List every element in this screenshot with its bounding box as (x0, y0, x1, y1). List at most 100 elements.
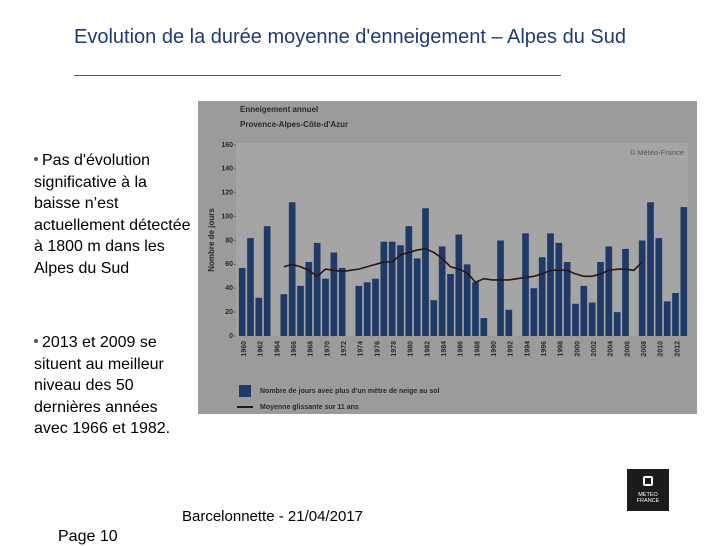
bar (497, 240, 504, 336)
bar (255, 297, 263, 336)
chart-subtitle: Provence-Alpes-Côte-d'Azur (240, 120, 348, 129)
x-tick-label: 1962 (258, 341, 265, 357)
bullet-text: Pas d'évolution significative à la baiss… (34, 152, 191, 277)
x-tick-label: 1992 (508, 341, 515, 357)
logo-text: METEO (638, 492, 658, 498)
bar (505, 309, 513, 336)
x-tick-label: 1966 (291, 341, 298, 357)
bar (397, 245, 404, 336)
bar (388, 241, 396, 336)
logo-icon (643, 476, 653, 486)
bar (572, 303, 579, 336)
bar (597, 261, 604, 336)
bar (538, 257, 546, 336)
x-tick-label: 1988 (474, 341, 481, 357)
bar (622, 248, 629, 336)
bar (288, 202, 296, 336)
bar (438, 246, 446, 336)
y-tick-label: 60 (225, 261, 233, 268)
bar (263, 226, 271, 336)
bar (455, 234, 463, 336)
x-tick-label: 1960 (241, 341, 248, 357)
bar (422, 208, 429, 336)
bar (297, 285, 304, 336)
bar (322, 278, 329, 336)
x-tick-label: 1982 (424, 341, 431, 357)
x-tick-label: 1968 (308, 341, 315, 357)
bar (638, 240, 646, 336)
x-tick-label: 2010 (658, 341, 665, 357)
bar (522, 233, 529, 336)
bar (363, 282, 371, 336)
bullet: Pas d'évolution significative à la baiss… (34, 150, 194, 279)
bar (405, 226, 413, 336)
x-tick-label: 1970 (324, 341, 331, 357)
x-tick-label: 1990 (491, 341, 498, 357)
bullet: 2013 et 2009 se situent au meilleur nive… (34, 332, 194, 440)
bar (247, 238, 254, 336)
x-tick-label: 1964 (274, 341, 281, 357)
bar (555, 242, 563, 336)
y-tick-label: 40 (225, 285, 233, 292)
bar (547, 233, 554, 336)
bar (613, 312, 621, 336)
logo-text: FRANCE (636, 498, 660, 504)
bar (672, 293, 679, 336)
chart-title: Enneigement annuel (240, 105, 318, 114)
legend-label: Moyenne glissante sur 11 ans (260, 404, 359, 411)
title-rule (74, 75, 561, 76)
bar (338, 267, 346, 336)
bar (472, 282, 479, 336)
chart-credit: © Météo-France (630, 148, 684, 157)
x-tick-label: 1996 (541, 341, 548, 357)
x-tick-label: 1986 (458, 341, 465, 357)
bar (563, 261, 571, 336)
x-tick-label: 2012 (674, 341, 681, 357)
bar (605, 246, 613, 336)
bullet-text: 2013 et 2009 se situent au meilleur nive… (34, 334, 171, 437)
bullet-dot (34, 157, 38, 162)
y-tick-label: 0 (229, 333, 233, 340)
bar (305, 261, 313, 336)
bar (655, 238, 663, 336)
bar (355, 285, 363, 336)
bar (588, 302, 596, 336)
logo: METEO FRANCE (627, 469, 669, 511)
legend-swatch (239, 385, 251, 397)
x-tick-label: 2008 (641, 341, 648, 357)
y-tick-label: 80 (225, 237, 233, 244)
x-tick-label: 2006 (624, 341, 631, 357)
bar (647, 202, 654, 336)
x-tick-label: 1972 (341, 341, 348, 357)
x-tick-label: 1980 (408, 341, 415, 357)
bar (413, 258, 421, 336)
x-tick-label: 1974 (358, 341, 365, 357)
bar (463, 264, 471, 336)
x-tick-label: 1978 (391, 341, 398, 357)
bar (680, 207, 688, 336)
y-tick-label: 20 (225, 309, 233, 316)
bullet-dot (34, 339, 38, 344)
x-tick-label: 1994 (524, 341, 531, 357)
x-tick-label: 2000 (574, 341, 581, 357)
footer: Barcelonnette - 21/04/2017 (182, 508, 363, 525)
bar (430, 300, 438, 336)
bar (480, 318, 488, 336)
x-tick-label: 2004 (608, 341, 615, 357)
y-tick-label: 120 (221, 190, 233, 197)
line (283, 248, 643, 284)
bar (238, 267, 246, 336)
x-tick-label: 1984 (441, 341, 448, 357)
bar (280, 294, 288, 336)
legend-label: Nombre de jours avec plus d'un mètre de … (260, 388, 439, 395)
page-number: Page 10 (58, 528, 118, 545)
x-tick-label: 1976 (374, 341, 381, 357)
x-tick-label: 1998 (558, 341, 565, 357)
bar (580, 285, 588, 336)
y-tick-label: 140 (221, 166, 233, 173)
y-axis-label: Nombre de jours (207, 208, 216, 272)
y-tick-label: 100 (221, 213, 233, 220)
y-tick-label: 160 (221, 142, 233, 149)
